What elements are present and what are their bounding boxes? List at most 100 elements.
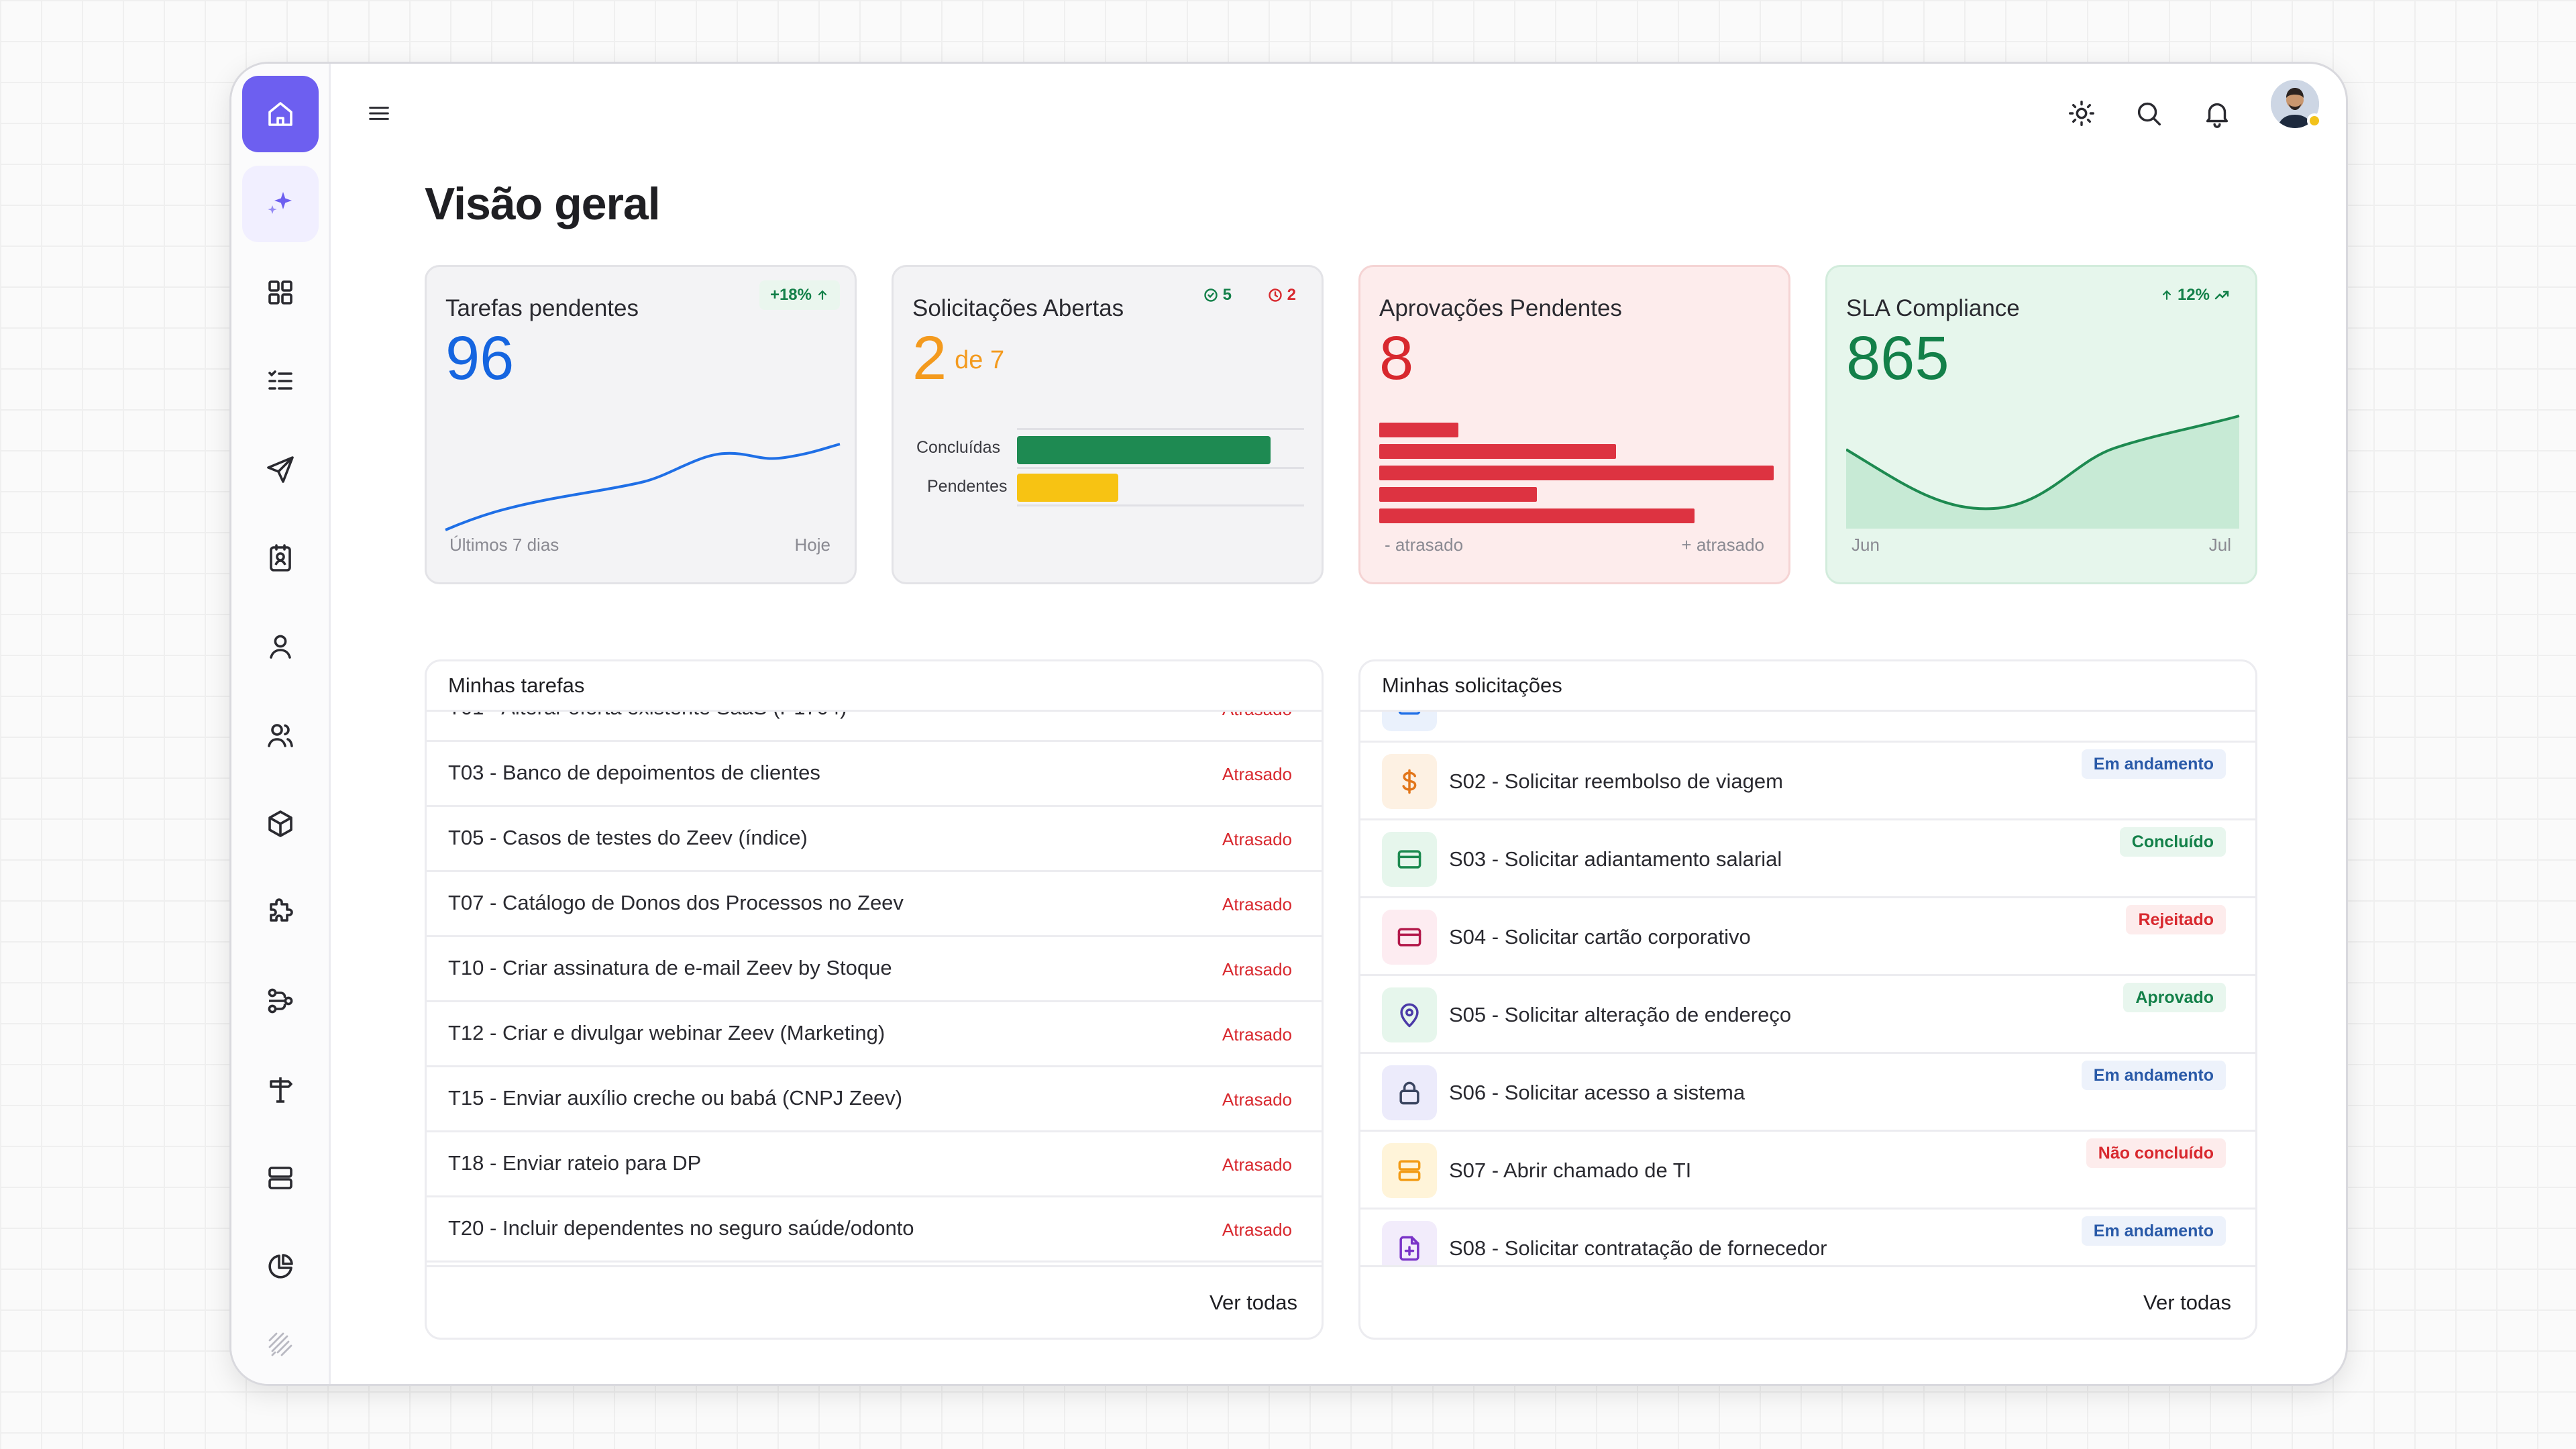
checklist-icon (268, 370, 292, 390)
ver-todas-solicitacoes-link[interactable]: Ver todas (2143, 1291, 2231, 1314)
task-label: T07 - Catálogo de Donos dos Processos no… (448, 891, 904, 914)
card-foot-right: Hoje (794, 535, 830, 555)
notifications-button[interactable] (2196, 92, 2239, 135)
list-item[interactable]: T03 - Banco de depoimentos de clientes At… (427, 742, 1322, 807)
list-item[interactable]: T20 - Incluir dependentes no seguro saúd… (427, 1197, 1322, 1263)
sidebar-item-ai[interactable] (242, 166, 319, 242)
card-foot-left: - atrasado (1385, 535, 1464, 555)
sidebar-item-contacts[interactable] (242, 520, 319, 596)
theme-toggle-button[interactable] (2060, 92, 2103, 135)
card-tarefas-pendentes[interactable]: Tarefas pendentes +18% 96 Últimos 7 dias… (425, 265, 857, 584)
trend-sparkline (445, 443, 841, 531)
sidebar-item-integrations[interactable] (242, 874, 319, 951)
list-item[interactable]: S05 - Solicitar alteração de endereço Apr… (1360, 976, 2255, 1054)
sla-badge: 12% (2149, 280, 2241, 310)
status-badge: Atrasado (1222, 1155, 1292, 1175)
status-badge: Atrasado (1222, 1024, 1292, 1044)
status-badge: Atrasado (1222, 959, 1292, 979)
status-badge: Atrasado (1222, 712, 1292, 720)
card-value: 2 de 7 (912, 327, 1004, 389)
bar-label-concluidas: Concluídas (916, 438, 1001, 457)
bell-icon (2206, 103, 2229, 128)
status-badge: Atrasado (1222, 1089, 1292, 1110)
workflow-icon (268, 988, 293, 1014)
sidebar-item-dashboard[interactable] (242, 254, 319, 331)
list-item[interactable]: S01 - Solicitar fériasAprovado (1360, 712, 2255, 743)
list-item[interactable]: T12 - Criar e divulgar webinar Zeev (Mar… (427, 1002, 1322, 1067)
done-badge: 5 (1192, 280, 1242, 310)
sidebar-item-storage[interactable] (242, 1140, 319, 1216)
list-item[interactable]: S02 - Solicitar reembolso de viagem Em an… (1360, 743, 2255, 820)
list-item[interactable]: T18 - Enviar rateio para DP Atrasado (427, 1132, 1322, 1197)
status-badge: Rejeitado (2126, 905, 2226, 934)
file-plus-icon (1382, 1221, 1437, 1266)
sidebar-item-home[interactable] (242, 76, 319, 152)
card-value: 96 (445, 324, 515, 392)
list-item[interactable]: T10 - Criar assinatura de e-mail Zeev by… (427, 937, 1322, 1002)
pie-chart-icon (268, 1254, 293, 1279)
bar-label-pendentes: Pendentes (927, 477, 1008, 496)
task-label: T03 - Banco de depoimentos de clientes (448, 761, 820, 784)
card-foot-left: Jun (1851, 535, 1880, 555)
card-foot-right: + atrasado (1681, 535, 1764, 555)
card-aprovacoes-pendentes[interactable]: Aprovações Pendentes 8 - atrasado + atra… (1358, 265, 1790, 584)
menu-toggle-button[interactable] (358, 92, 400, 135)
search-icon (2137, 102, 2161, 126)
growth-badge-label: +18% (769, 286, 812, 304)
list-item[interactable]: S07 - Abrir chamado de TI Não concluído (1360, 1132, 2255, 1210)
card-sla-compliance[interactable]: SLA Compliance 12% 865 Jun Jul (1825, 265, 2257, 584)
sidebar-item-signpost[interactable] (242, 1051, 319, 1128)
sidebar-item-users[interactable] (242, 697, 319, 773)
list-item[interactable]: S04 - Solicitar cartão corporativo Rejeit… (1360, 898, 2255, 976)
server-icon (1382, 1143, 1437, 1198)
solicitacoes-list[interactable]: S01 - Solicitar fériasAprovadoS02 - Soli… (1360, 712, 2255, 1266)
sidebar (231, 64, 331, 1384)
panel-header-divider (427, 710, 1322, 712)
sidebar-item-packages[interactable] (242, 786, 319, 862)
list-item[interactable]: S08 - Solicitar contratação de fornecedo… (1360, 1210, 2255, 1266)
sidebar-item-user[interactable] (242, 608, 319, 685)
status-badge: Em andamento (2081, 1216, 2226, 1246)
status-indicator (2307, 113, 2322, 128)
aprovacao-bar (1379, 487, 1537, 502)
lock-icon (1382, 1065, 1437, 1120)
status-badge: Não concluído (2086, 1138, 2226, 1168)
panel-title: Minhas tarefas (448, 674, 585, 697)
calendar-icon (1382, 712, 1437, 731)
list-item[interactable]: S03 - Solicitar adiantamento salarial Con… (1360, 820, 2255, 898)
sidebar-item-reports[interactable] (242, 1228, 319, 1305)
card-solicitacoes-abertas[interactable]: Solicitações Abertas 5 2 2 de 7 Concluída… (892, 265, 1324, 584)
panel-header-divider (1360, 710, 2255, 712)
tarefas-list[interactable]: T01 - Alterar oferta existente SaaS (P17… (427, 712, 1322, 1266)
sun-icon (2069, 101, 2094, 126)
sidebar-item-tasks[interactable] (242, 343, 319, 419)
ver-todas-tarefas-link[interactable]: Ver todas (1210, 1291, 1297, 1314)
sidebar-item-send[interactable] (242, 431, 319, 508)
brand-logo (242, 1306, 319, 1383)
send-icon (267, 456, 294, 483)
card-foot-left: Últimos 7 dias (449, 535, 559, 555)
task-label: T15 - Enviar auxílio creche ou babá (CNP… (448, 1086, 903, 1110)
list-item[interactable]: T07 - Catálogo de Donos dos Processos no… (427, 872, 1322, 937)
aprovacao-bar (1379, 423, 1458, 437)
search-button[interactable] (2127, 92, 2170, 135)
puzzle-icon (270, 898, 293, 922)
list-item[interactable]: T01 - Alterar oferta existente SaaS (P17… (427, 712, 1322, 742)
aprovacao-bar (1379, 444, 1616, 459)
status-badge: Atrasado (1222, 829, 1292, 849)
request-label: S01 - Solicitar férias (1449, 712, 1635, 716)
list-item[interactable]: T15 - Enviar auxílio creche ou babá (CNP… (427, 1067, 1322, 1132)
card-value: 865 (1846, 324, 1949, 392)
card-title: Aprovações Pendentes (1379, 295, 1622, 321)
bar-concluidas (1017, 436, 1271, 464)
map-pin-icon (1382, 987, 1437, 1042)
clock-icon (1268, 288, 1282, 302)
signpost-icon (270, 1077, 292, 1103)
panel-minhas-tarefas: Minhas tarefas T01 - Alterar oferta exis… (425, 659, 1324, 1340)
total-count: de 7 (955, 346, 1005, 374)
panel-footer-divider (427, 1265, 1322, 1267)
sidebar-item-workflows[interactable] (242, 963, 319, 1039)
list-item[interactable]: S06 - Solicitar acesso a sistema Em andam… (1360, 1054, 2255, 1132)
list-item[interactable]: T05 - Casos de testes do Zeev (índice) At… (427, 807, 1322, 872)
late-badge-label: 2 (1287, 286, 1296, 304)
